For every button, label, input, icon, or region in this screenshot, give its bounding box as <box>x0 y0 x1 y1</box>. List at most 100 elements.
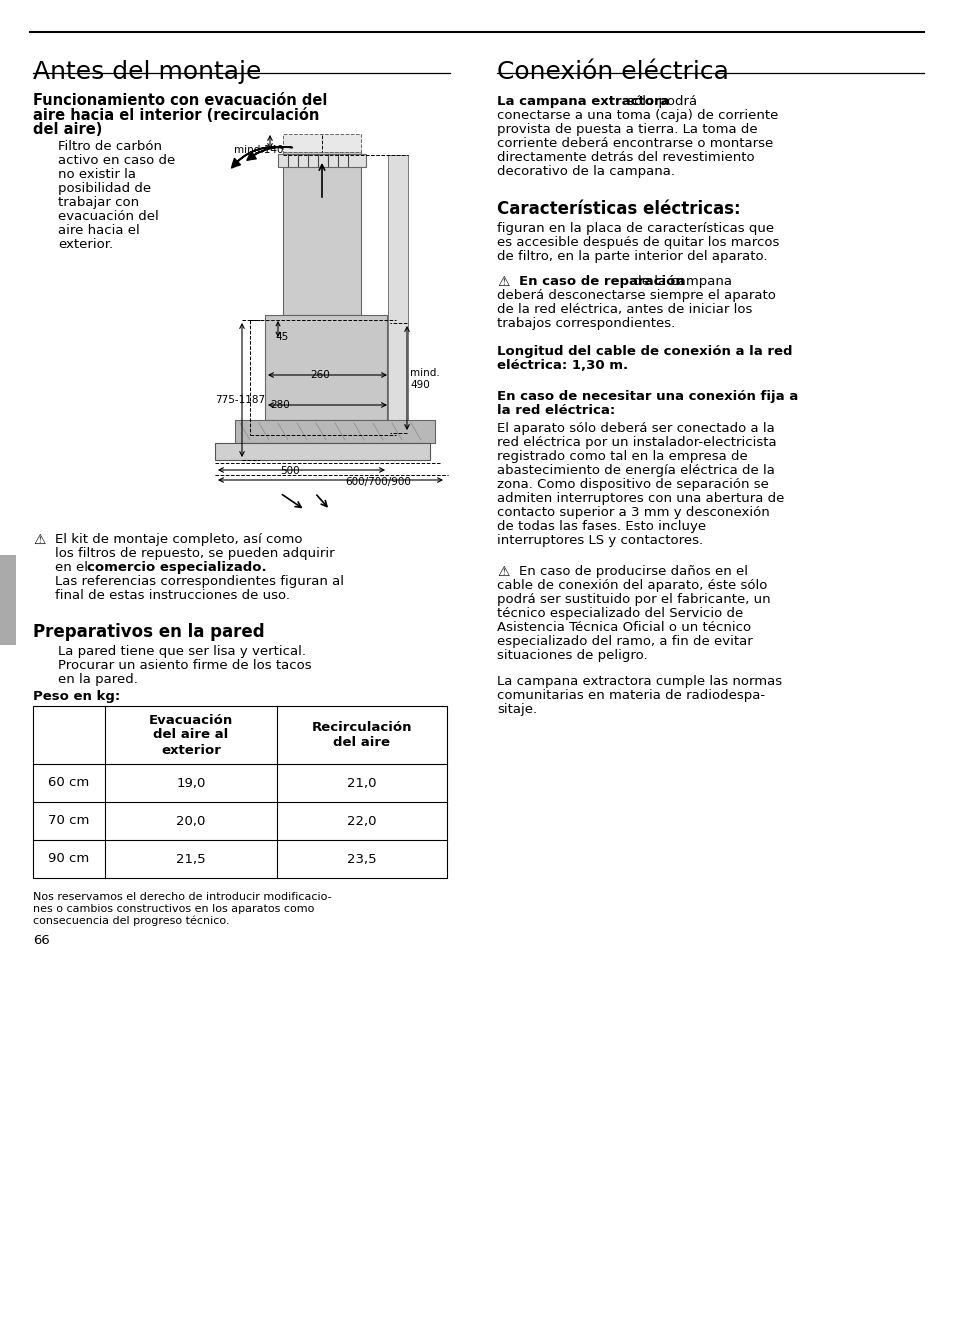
Text: activo en caso de: activo en caso de <box>58 154 175 167</box>
Bar <box>283 134 360 152</box>
Text: consecuencia del progreso técnico.: consecuencia del progreso técnico. <box>33 916 230 927</box>
Text: la red eléctrica:: la red eléctrica: <box>497 404 615 416</box>
Text: sitaje.: sitaje. <box>497 703 537 716</box>
FancyArrowPatch shape <box>247 147 292 160</box>
Text: cable de conexión del aparato, éste sólo: cable de conexión del aparato, éste sólo <box>497 579 766 591</box>
Text: 66: 66 <box>33 934 50 947</box>
Text: Conexión eléctrica: Conexión eléctrica <box>497 60 728 84</box>
Text: El aparato sólo deberá ser conectado a la: El aparato sólo deberá ser conectado a l… <box>497 422 774 435</box>
Text: podrá ser sustituido por el fabricante, un: podrá ser sustituido por el fabricante, … <box>497 593 770 606</box>
Text: abastecimiento de energía eléctrica de la: abastecimiento de energía eléctrica de l… <box>497 464 774 477</box>
Text: ⚠: ⚠ <box>497 274 509 289</box>
Text: Recirculación
del aire: Recirculación del aire <box>312 721 412 749</box>
Text: es accesible después de quitar los marcos: es accesible después de quitar los marco… <box>497 236 779 249</box>
Text: Longitud del cable de conexión a la red: Longitud del cable de conexión a la red <box>497 345 792 358</box>
Bar <box>283 152 360 316</box>
Text: 260: 260 <box>310 370 330 381</box>
Text: El kit de montaje completo, así como: El kit de montaje completo, así como <box>55 533 302 546</box>
Text: 60 cm: 60 cm <box>49 777 90 789</box>
Text: Nos reservamos el derecho de introducir modificacio-: Nos reservamos el derecho de introducir … <box>33 892 332 902</box>
Text: mind.140: mind.140 <box>233 145 283 155</box>
Text: en el: en el <box>55 561 92 574</box>
Text: trabajar con: trabajar con <box>58 196 139 210</box>
Text: evacuación del: evacuación del <box>58 210 158 223</box>
Text: 21,0: 21,0 <box>347 777 376 789</box>
Text: corriente deberá encontrarse o montarse: corriente deberá encontrarse o montarse <box>497 137 773 150</box>
Text: trabajos correspondientes.: trabajos correspondientes. <box>497 317 675 330</box>
Text: La campana extractora cumple las normas: La campana extractora cumple las normas <box>497 675 781 688</box>
Text: Filtro de carbón: Filtro de carbón <box>58 141 162 152</box>
Text: Evacuación
del aire al
exterior: Evacuación del aire al exterior <box>149 713 233 757</box>
Text: En caso de reparación: En caso de reparación <box>518 274 684 288</box>
Text: admiten interruptores con una abertura de: admiten interruptores con una abertura d… <box>497 492 783 505</box>
FancyArrowPatch shape <box>232 147 282 168</box>
Text: 22,0: 22,0 <box>347 814 376 827</box>
Text: comercio especializado.: comercio especializado. <box>87 561 266 574</box>
Text: técnico especializado del Servicio de: técnico especializado del Servicio de <box>497 607 742 621</box>
Text: 500: 500 <box>280 465 299 476</box>
Text: Asistencia Técnica Oficial o un técnico: Asistencia Técnica Oficial o un técnico <box>497 621 750 634</box>
Text: final de estas instrucciones de uso.: final de estas instrucciones de uso. <box>55 589 290 602</box>
Bar <box>277 154 366 167</box>
Bar <box>234 420 435 443</box>
Text: 20,0: 20,0 <box>176 814 206 827</box>
Text: provista de puesta a tierra. La toma de: provista de puesta a tierra. La toma de <box>497 123 757 137</box>
Text: no existir la: no existir la <box>58 168 136 182</box>
Text: directamente detrás del revestimiento: directamente detrás del revestimiento <box>497 151 754 164</box>
Text: En caso de producirse daños en el: En caso de producirse daños en el <box>518 565 747 578</box>
Text: ⚠: ⚠ <box>33 533 46 548</box>
Text: contacto superior a 3 mm y desconexión: contacto superior a 3 mm y desconexión <box>497 507 769 518</box>
Text: 70 cm: 70 cm <box>49 814 90 827</box>
Text: nes o cambios constructivos en los aparatos como: nes o cambios constructivos en los apara… <box>33 904 314 914</box>
Bar <box>388 155 408 435</box>
Text: red eléctrica por un instalador-electricista: red eléctrica por un instalador-electric… <box>497 436 776 450</box>
Text: Funcionamiento con evacuación del: Funcionamiento con evacuación del <box>33 93 327 107</box>
Text: de filtro, en la parte interior del aparato.: de filtro, en la parte interior del apar… <box>497 251 767 263</box>
Text: aire hacia el: aire hacia el <box>58 224 139 237</box>
Text: comunitarias en materia de radiodespa-: comunitarias en materia de radiodespa- <box>497 690 764 701</box>
Text: Preparativos en la pared: Preparativos en la pared <box>33 623 264 640</box>
Text: deberá desconectarse siempre el aparato: deberá desconectarse siempre el aparato <box>497 289 775 302</box>
Text: registrado como tal en la empresa de: registrado como tal en la empresa de <box>497 450 747 463</box>
Text: Peso en kg:: Peso en kg: <box>33 690 120 703</box>
Text: decorativo de la campana.: decorativo de la campana. <box>497 164 675 178</box>
Text: La pared tiene que ser lisa y vertical.: La pared tiene que ser lisa y vertical. <box>58 644 306 658</box>
Text: Antes del montaje: Antes del montaje <box>33 60 261 84</box>
Text: zona. Como dispositivo de separación se: zona. Como dispositivo de separación se <box>497 477 768 491</box>
Text: figuran en la placa de características que: figuran en la placa de características q… <box>497 221 773 235</box>
Bar <box>33 705 447 878</box>
Text: 90 cm: 90 cm <box>49 853 90 866</box>
Text: eléctrica: 1,30 m.: eléctrica: 1,30 m. <box>497 359 627 373</box>
Text: 775-1187: 775-1187 <box>214 395 265 404</box>
Text: sólo podrá: sólo podrá <box>622 95 697 107</box>
Text: 21,5: 21,5 <box>176 853 206 866</box>
Text: Las referencias correspondientes figuran al: Las referencias correspondientes figuran… <box>55 575 344 587</box>
Text: posibilidad de: posibilidad de <box>58 182 151 195</box>
Text: 600/700/900: 600/700/900 <box>345 477 411 487</box>
Text: situaciones de peligro.: situaciones de peligro. <box>497 648 647 662</box>
Text: del aire): del aire) <box>33 122 102 137</box>
Text: en la pared.: en la pared. <box>58 674 138 686</box>
Text: de la red eléctrica, antes de iniciar los: de la red eléctrica, antes de iniciar lo… <box>497 304 752 316</box>
Text: 23,5: 23,5 <box>347 853 376 866</box>
Text: interruptores LS y contactores.: interruptores LS y contactores. <box>497 534 702 548</box>
Bar <box>265 316 387 420</box>
Text: exterior.: exterior. <box>58 237 113 251</box>
Text: aire hacia el interior (recirculación: aire hacia el interior (recirculación <box>33 107 319 123</box>
Bar <box>214 443 430 460</box>
Text: En caso de necesitar una conexión fija a: En caso de necesitar una conexión fija a <box>497 390 798 403</box>
Text: La campana extractora: La campana extractora <box>497 95 669 107</box>
Text: Características eléctricas:: Características eléctricas: <box>497 200 740 217</box>
Text: Procurar un asiento firme de los tacos: Procurar un asiento firme de los tacos <box>58 659 312 672</box>
Text: mind.
490: mind. 490 <box>410 369 439 390</box>
Text: conectarse a una toma (caja) de corriente: conectarse a una toma (caja) de corrient… <box>497 109 778 122</box>
Text: 19,0: 19,0 <box>176 777 206 789</box>
Text: 45: 45 <box>274 332 288 342</box>
Text: ⚠: ⚠ <box>497 565 509 579</box>
Text: especializado del ramo, a fin de evitar: especializado del ramo, a fin de evitar <box>497 635 752 648</box>
Text: los filtros de repuesto, se pueden adquirir: los filtros de repuesto, se pueden adqui… <box>55 548 335 560</box>
Text: 280: 280 <box>270 400 290 410</box>
Bar <box>0 556 16 644</box>
Text: de la campana: de la campana <box>628 274 731 288</box>
Text: de todas las fases. Esto incluye: de todas las fases. Esto incluye <box>497 520 705 533</box>
